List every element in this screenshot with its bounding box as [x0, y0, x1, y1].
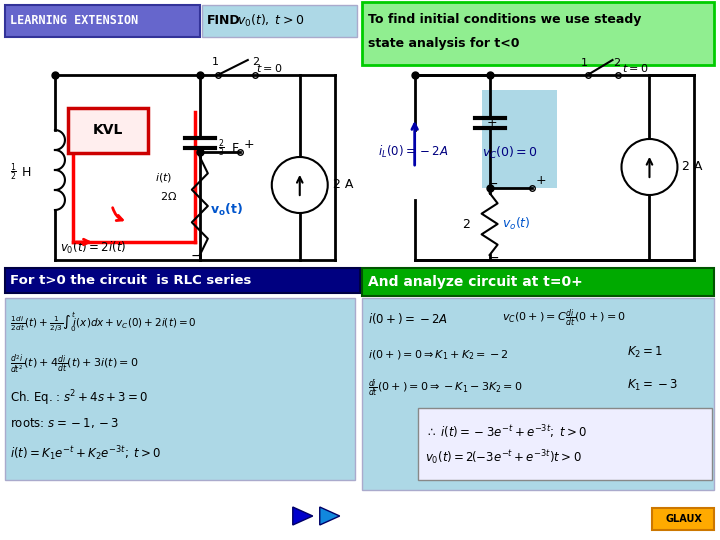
Text: And analyze circuit at t=0+: And analyze circuit at t=0+	[368, 275, 582, 289]
Circle shape	[271, 157, 328, 213]
Text: $i(t)$: $i(t)$	[155, 172, 172, 185]
Text: To find initial conditions we use steady: To find initial conditions we use steady	[368, 14, 641, 26]
Text: state analysis for t<0: state analysis for t<0	[368, 37, 519, 51]
Text: $t=0$: $t=0$	[256, 62, 282, 74]
Text: $\frac{d^2i}{dt^2}(t)+4\frac{di}{dt}(t)+3i(t)=0$: $\frac{d^2i}{dt^2}(t)+4\frac{di}{dt}(t)+…	[10, 353, 139, 375]
Text: $i(t)=K_1e^{-t}+K_2e^{-3t};\;t>0$: $i(t)=K_1e^{-t}+K_2e^{-3t};\;t>0$	[10, 444, 161, 463]
FancyBboxPatch shape	[5, 298, 355, 480]
Text: +: +	[536, 174, 546, 187]
Text: +: +	[487, 117, 498, 130]
Text: $-$: $-$	[487, 250, 499, 264]
Text: +: +	[244, 138, 254, 152]
FancyBboxPatch shape	[68, 108, 148, 153]
Text: $v_0(t)=2\!\left(-3e^{-t}+e^{-3t}\right)t>0$: $v_0(t)=2\!\left(-3e^{-t}+e^{-3t}\right)…	[425, 449, 581, 467]
Text: $-$: $-$	[487, 177, 498, 190]
Text: roots: $s=-1,-3$: roots: $s=-1,-3$	[10, 416, 119, 430]
Text: $v_0(t),\;t>0$: $v_0(t),\;t>0$	[237, 13, 304, 29]
Text: $\mathbf{v_o(t)}$: $\mathbf{v_o(t)}$	[210, 202, 243, 218]
Polygon shape	[320, 507, 340, 525]
Text: $\frac{1}{2}$: $\frac{1}{2}$	[10, 161, 17, 183]
FancyBboxPatch shape	[361, 268, 714, 296]
Text: $2\Omega$: $2\Omega$	[160, 190, 177, 202]
Text: $\frac{1}{2}\frac{di}{dt}(t)+\frac{1}{2/3}\int_0^t\!i(x)dx+v_C(0)+2i(t)=0$: $\frac{1}{2}\frac{di}{dt}(t)+\frac{1}{2/…	[10, 310, 197, 334]
Text: $v_0(t)=2i(t)$: $v_0(t)=2i(t)$	[60, 240, 126, 256]
Text: For t>0 the circuit  is RLC series: For t>0 the circuit is RLC series	[10, 273, 251, 287]
Text: Ch. Eq. : $s^2+4s+3=0$: Ch. Eq. : $s^2+4s+3=0$	[10, 388, 148, 408]
Text: 2: 2	[252, 57, 259, 67]
Text: $i(0+)=-2A$: $i(0+)=-2A$	[368, 310, 448, 326]
Text: FIND: FIND	[207, 15, 240, 28]
Text: $v_o(t)$: $v_o(t)$	[502, 216, 531, 232]
FancyBboxPatch shape	[361, 2, 714, 65]
Text: $t=0$: $t=0$	[621, 62, 648, 74]
FancyBboxPatch shape	[5, 5, 200, 37]
Text: 1: 1	[212, 57, 219, 67]
Text: 1: 1	[580, 58, 588, 68]
Text: $\frac{2}{3}$: $\frac{2}{3}$	[218, 137, 225, 159]
Text: $i_L(0)=-2A$: $i_L(0)=-2A$	[378, 144, 448, 160]
FancyBboxPatch shape	[361, 298, 714, 490]
FancyBboxPatch shape	[5, 268, 360, 293]
Text: 2 A: 2 A	[683, 160, 703, 173]
Circle shape	[621, 139, 678, 195]
Text: $i(0+)=0\Rightarrow K_1+K_2=-2$: $i(0+)=0\Rightarrow K_1+K_2=-2$	[368, 348, 508, 362]
Polygon shape	[293, 507, 312, 525]
Bar	[482, 90, 557, 188]
Text: $v_C(0+)=C\frac{di}{dt}(0+)=0$: $v_C(0+)=C\frac{di}{dt}(0+)=0$	[502, 307, 626, 329]
Text: 2 A: 2 A	[333, 179, 353, 192]
Text: GLAUX: GLAUX	[665, 514, 702, 524]
Text: H: H	[22, 165, 32, 179]
Text: $K_2=1$: $K_2=1$	[628, 345, 664, 360]
Text: KVL: KVL	[93, 123, 123, 137]
Text: $\therefore\;i(t)=-3e^{-t}+e^{-3t};\;t>0$: $\therefore\;i(t)=-3e^{-t}+e^{-3t};\;t>0…	[425, 423, 587, 441]
Text: $K_1=-3$: $K_1=-3$	[628, 377, 678, 393]
Text: $-$: $-$	[190, 248, 202, 262]
FancyBboxPatch shape	[652, 508, 714, 530]
Text: F: F	[232, 141, 239, 154]
Text: $\frac{di}{dt}(0+)=0\Rightarrow -K_1-3K_2=0$: $\frac{di}{dt}(0+)=0\Rightarrow -K_1-3K_…	[368, 377, 522, 399]
Text: 2: 2	[462, 218, 469, 231]
Text: LEARNING EXTENSION: LEARNING EXTENSION	[10, 15, 138, 28]
Text: $v_C(0)=0$: $v_C(0)=0$	[482, 145, 538, 161]
FancyBboxPatch shape	[418, 408, 712, 480]
FancyBboxPatch shape	[202, 5, 356, 37]
Text: 2: 2	[613, 58, 621, 68]
